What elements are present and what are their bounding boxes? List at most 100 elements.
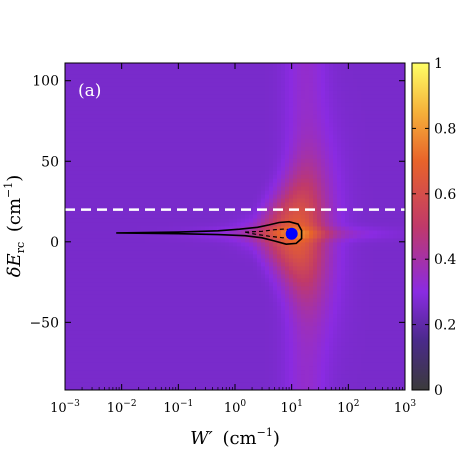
heatmap-cell bbox=[69, 182, 74, 188]
heatmap-cell bbox=[169, 178, 174, 184]
heatmap-cell bbox=[81, 234, 86, 240]
heatmap-cell bbox=[81, 294, 86, 299]
heatmap-cell bbox=[237, 106, 242, 112]
heatmap-cell bbox=[137, 270, 142, 275]
heatmap-cell bbox=[217, 146, 222, 152]
heatmap-cell bbox=[165, 118, 170, 124]
heatmap-cell bbox=[229, 234, 234, 240]
heatmap-cell bbox=[217, 306, 222, 311]
heatmap-cell bbox=[133, 374, 138, 379]
heatmap-cell bbox=[193, 274, 198, 279]
heatmap-cell bbox=[133, 346, 138, 351]
heatmap-cell bbox=[161, 138, 166, 144]
heatmap-cell bbox=[253, 142, 258, 148]
heatmap-cell bbox=[125, 306, 130, 311]
heatmap-cell bbox=[125, 102, 130, 108]
heatmap-cell bbox=[169, 278, 174, 283]
heatmap-cell bbox=[297, 186, 302, 192]
heatmap-cell bbox=[137, 194, 142, 200]
heatmap-cell bbox=[193, 70, 198, 76]
heatmap-cell bbox=[229, 302, 234, 307]
heatmap-cell bbox=[157, 63, 162, 68]
heatmap-cell bbox=[233, 186, 238, 192]
heatmap-cell bbox=[273, 138, 278, 144]
heatmap-cell bbox=[209, 106, 214, 112]
heatmap-cell bbox=[141, 138, 146, 144]
heatmap-cell bbox=[277, 90, 282, 96]
heatmap-cell bbox=[293, 174, 298, 180]
heatmap-cell bbox=[145, 346, 150, 351]
heatmap-cell bbox=[113, 198, 118, 204]
heatmap-cell bbox=[181, 346, 186, 351]
heatmap-cell bbox=[173, 334, 178, 339]
heatmap-cell bbox=[129, 154, 134, 160]
heatmap-cell bbox=[149, 246, 154, 252]
heatmap-cell bbox=[165, 94, 170, 100]
heatmap-cell bbox=[269, 298, 274, 303]
heatmap-cell bbox=[113, 146, 118, 152]
heatmap-cell bbox=[121, 234, 126, 240]
heatmap-cell bbox=[221, 158, 226, 164]
heatmap-cell bbox=[141, 150, 146, 156]
heatmap-cell bbox=[141, 330, 146, 335]
heatmap-cell bbox=[285, 198, 290, 204]
heatmap-cell bbox=[157, 154, 162, 160]
heatmap-cell bbox=[161, 146, 166, 152]
heatmap-cell bbox=[281, 162, 286, 168]
heatmap-cell bbox=[301, 166, 306, 172]
heatmap-cell bbox=[185, 102, 190, 108]
heatmap-cell bbox=[81, 310, 86, 315]
heatmap-cell bbox=[169, 382, 174, 387]
heatmap-cell bbox=[201, 254, 206, 259]
heatmap-cell bbox=[157, 346, 162, 351]
heatmap-cell bbox=[221, 250, 226, 256]
heatmap-cell bbox=[245, 166, 250, 172]
heatmap-cell bbox=[113, 226, 118, 232]
heatmap-cell bbox=[233, 78, 238, 84]
heatmap-cell bbox=[293, 326, 298, 331]
heatmap-cell bbox=[121, 190, 126, 196]
heatmap-cell bbox=[97, 322, 102, 327]
heatmap-cell bbox=[173, 63, 178, 68]
heatmap-cell bbox=[257, 374, 262, 379]
heatmap-cell bbox=[177, 302, 182, 307]
heatmap-cell bbox=[197, 63, 202, 68]
heatmap-cell bbox=[89, 374, 94, 379]
heatmap-cell bbox=[273, 182, 278, 188]
heatmap-cell bbox=[241, 78, 246, 84]
heatmap-cell bbox=[149, 218, 154, 224]
heatmap-cell bbox=[209, 330, 214, 335]
heatmap-cell bbox=[281, 374, 286, 379]
heatmap-cell bbox=[121, 130, 126, 136]
heatmap-cell bbox=[93, 246, 98, 252]
heatmap-cell bbox=[113, 246, 118, 252]
heatmap-cell bbox=[161, 290, 166, 295]
heatmap-cell bbox=[297, 154, 302, 160]
heatmap-cell bbox=[201, 114, 206, 120]
heatmap-cell bbox=[277, 166, 282, 172]
heatmap-cell bbox=[301, 386, 306, 390]
heatmap-cell bbox=[97, 354, 102, 359]
heatmap-cell bbox=[145, 74, 150, 80]
heatmap-cell bbox=[217, 150, 222, 156]
heatmap-cell bbox=[173, 94, 178, 100]
heatmap-cell bbox=[177, 98, 182, 104]
heatmap-cell bbox=[125, 234, 130, 240]
heatmap-cell bbox=[137, 386, 142, 390]
heatmap-cell bbox=[249, 98, 254, 104]
heatmap-cell bbox=[77, 378, 82, 383]
heatmap-cell bbox=[105, 290, 110, 295]
heatmap-cell bbox=[85, 306, 90, 311]
heatmap-cell bbox=[225, 322, 230, 327]
heatmap-cell bbox=[261, 350, 266, 355]
heatmap-cell bbox=[281, 102, 286, 108]
heatmap-cell bbox=[105, 134, 110, 140]
heatmap-cell bbox=[273, 362, 278, 367]
heatmap-cell bbox=[197, 122, 202, 128]
heatmap-cell bbox=[133, 270, 138, 275]
heatmap-cell bbox=[109, 306, 114, 311]
heatmap-cell bbox=[281, 210, 286, 216]
heatmap-cell bbox=[301, 330, 306, 335]
heatmap-cell bbox=[101, 270, 106, 275]
heatmap-cell bbox=[297, 306, 302, 311]
